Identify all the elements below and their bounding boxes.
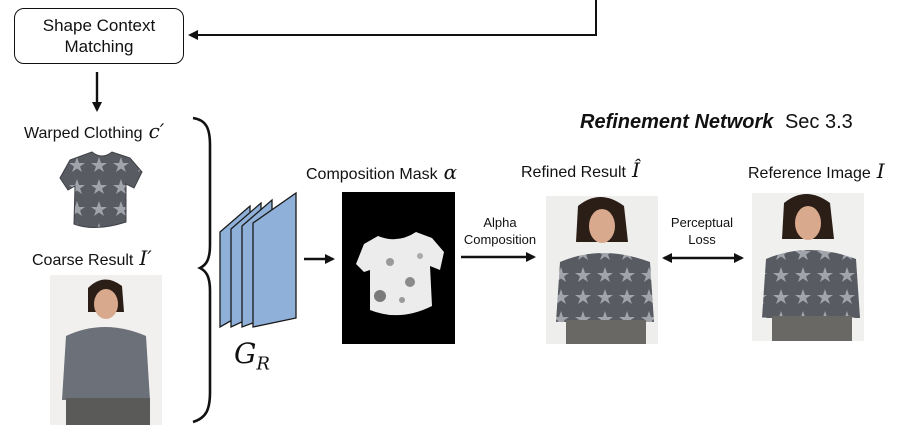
reference-image-label: Reference Image I: [748, 159, 885, 183]
alpha-composition-label: Alpha Composition: [458, 214, 542, 248]
composition-mask-symbol: α: [443, 160, 458, 184]
composition-mask-text: Composition Mask: [306, 166, 438, 183]
refined-result-image: [546, 196, 658, 344]
network-blocks: [219, 191, 297, 329]
box-label-line2: Matching: [64, 37, 134, 56]
composition-mask-image: [342, 192, 455, 344]
section-title: Refinement Network Sec 3.3: [580, 111, 853, 134]
perceptual-loss-label: Perceptual Loss: [660, 214, 744, 248]
coarse-result-image: [50, 275, 162, 425]
composition-mask-label: Composition Mask α: [306, 160, 457, 184]
coarse-result-symbol: I′: [139, 246, 152, 270]
warped-clothing-text: Warped Clothing: [24, 125, 143, 142]
perceptual-line1: Perceptual: [670, 215, 734, 230]
reference-image: [752, 193, 864, 341]
coarse-result-text: Coarse Result: [32, 252, 134, 269]
feedback-connector: [188, 0, 597, 40]
network-layer: [252, 191, 297, 328]
coarse-result-label: Coarse Result I′: [32, 246, 152, 270]
warped-clothing-symbol: c′: [148, 119, 165, 143]
refined-result-symbol: Î: [631, 158, 640, 182]
section-title-ref: Sec 3.3: [784, 111, 853, 133]
input-brace: [192, 116, 212, 424]
perceptual-line2: Loss: [688, 232, 716, 247]
refined-result-label: Refined Result Î: [521, 158, 640, 182]
alpha-line1: Alpha: [483, 215, 517, 230]
section-title-bold: Refinement Network: [580, 111, 774, 133]
warped-clothing-label: Warped Clothing c′: [24, 119, 164, 143]
refined-result-text: Refined Result: [521, 164, 626, 181]
reference-image-symbol: I: [876, 159, 885, 183]
reference-image-text: Reference Image: [748, 165, 871, 182]
network-symbol: GR: [234, 337, 270, 375]
network-symbol-main: G: [234, 337, 257, 370]
box-label-line1: Shape Context: [42, 16, 156, 35]
warped-clothing-image: [59, 151, 143, 228]
network-symbol-sub: R: [256, 353, 270, 375]
alpha-line2: Composition: [463, 232, 537, 247]
shape-context-matching-box: Shape Context Matching: [14, 8, 184, 64]
